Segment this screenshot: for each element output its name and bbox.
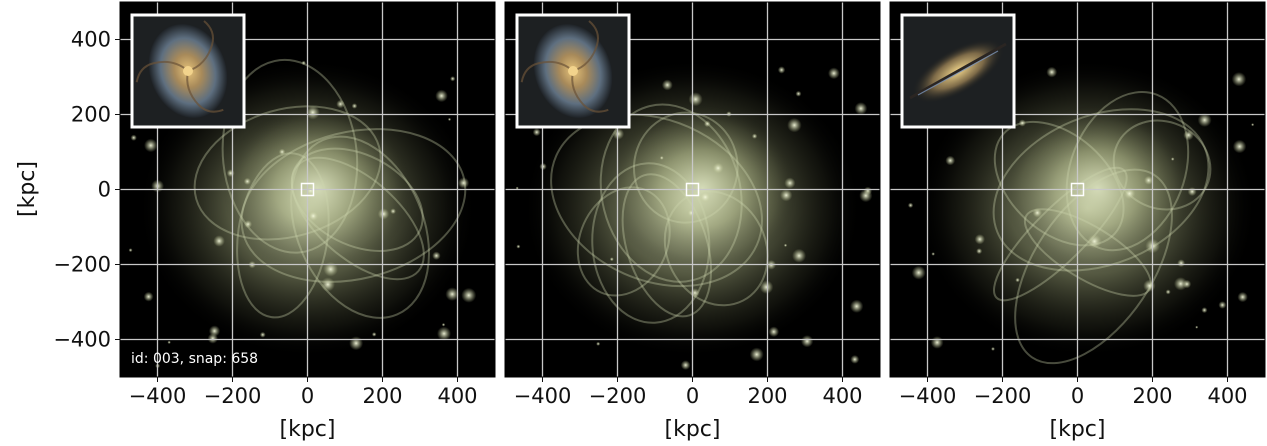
y-tick-label: 200 [71, 103, 111, 127]
y-tick-label: −200 [53, 253, 111, 277]
panel-1: −400 −200 0 200 400 [kpc] id: 003, snap: 658 [119, 1, 496, 442]
x-tick-label: 0 [686, 384, 699, 408]
y-tick-label: 0 [98, 178, 111, 202]
x-tick-label: 400 [437, 384, 477, 408]
galaxy-inset [900, 13, 1016, 129]
x-tick-label: 400 [822, 384, 862, 408]
x-axis-label: [kpc] [280, 417, 336, 442]
x-axis-label: [kpc] [665, 417, 721, 442]
x-tick-label: 200 [1132, 384, 1172, 408]
x-tick-label: −400 [514, 384, 572, 408]
x-tick-label: 0 [1071, 384, 1084, 408]
y-axis: 400 200 0 −200 −400 [53, 28, 120, 352]
x-tick-label: −400 [129, 384, 187, 408]
x-tick-label: 0 [301, 384, 314, 408]
y-tick-label: 400 [71, 28, 111, 52]
x-axis: −400 −200 0 200 400 [kpc] [514, 377, 863, 442]
y-tick-label: −400 [53, 328, 111, 352]
panel-2: −400 −200 0 200 400 [kpc] [504, 1, 881, 442]
x-axis: −400 −200 0 200 400 [kpc] [129, 377, 478, 442]
x-tick-label: 400 [1207, 384, 1247, 408]
x-axis-label: [kpc] [1050, 417, 1106, 442]
panel-3: −400 −200 0 200 400 [kpc] [889, 1, 1266, 442]
x-tick-label: 200 [362, 384, 402, 408]
center-marker [1070, 182, 1085, 197]
grid [890, 2, 1265, 377]
x-tick-label: −200 [204, 384, 262, 408]
x-tick-label: −200 [589, 384, 647, 408]
x-tick-label: 200 [747, 384, 787, 408]
panels: −400 −200 0 200 400[kpc]id: 003, snap: 658−4… [119, 1, 1266, 442]
galaxy-inset [515, 13, 631, 129]
center-marker [685, 182, 700, 197]
x-tick-label: −400 [899, 384, 957, 408]
center-marker [300, 182, 315, 197]
galaxy-inset [130, 13, 246, 129]
y-axis-label: [kpc] [15, 161, 40, 217]
x-tick-label: −200 [974, 384, 1032, 408]
x-axis: −400 −200 0 200 400 [kpc] [899, 377, 1248, 442]
snapshot-caption: id: 003, snap: 658 [131, 351, 258, 367]
